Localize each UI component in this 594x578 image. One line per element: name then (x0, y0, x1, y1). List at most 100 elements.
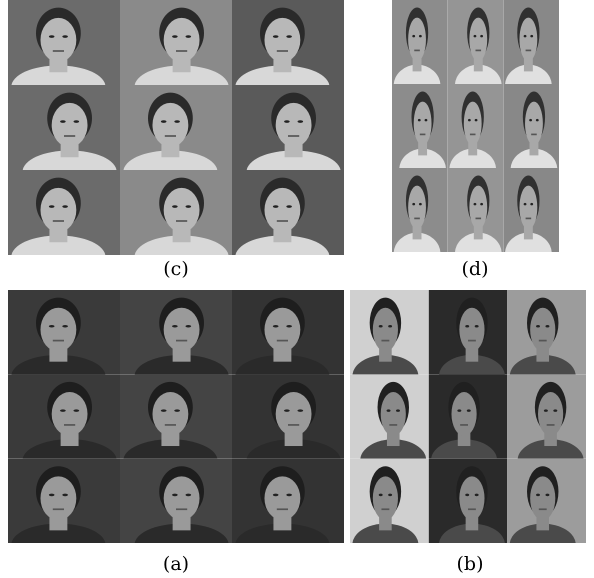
face (164, 308, 200, 352)
eye (286, 35, 292, 38)
face (530, 476, 555, 520)
face (164, 476, 200, 520)
mouth (53, 508, 64, 510)
mouth (288, 135, 299, 137)
face (469, 186, 487, 230)
mouth (53, 50, 64, 52)
mouth (176, 508, 187, 510)
eye (536, 494, 540, 497)
eye (186, 494, 192, 497)
face-photo (120, 459, 232, 566)
face (451, 392, 476, 436)
face (538, 392, 563, 436)
eye (298, 120, 304, 123)
face (40, 308, 76, 352)
mouth (176, 220, 187, 222)
mouth (64, 424, 75, 426)
eye (284, 409, 290, 412)
image-grids (8, 0, 586, 566)
mouth (468, 508, 476, 510)
panel-label: (b) (457, 553, 484, 575)
eye (536, 119, 539, 122)
eye (286, 494, 292, 497)
face-photo (350, 459, 429, 566)
eye (418, 119, 421, 122)
eye (530, 203, 533, 206)
mouth (288, 424, 299, 426)
eye (273, 494, 279, 497)
eye (465, 325, 469, 328)
eye (286, 325, 292, 328)
photo-content (232, 459, 344, 566)
mouth (381, 508, 389, 510)
eye (465, 494, 469, 497)
eye (425, 119, 428, 122)
eye (412, 35, 415, 38)
mouth (381, 340, 389, 342)
eye (474, 203, 477, 206)
face (414, 102, 432, 146)
face (152, 103, 188, 147)
mouth (460, 424, 468, 426)
eye (480, 35, 483, 38)
mouth (470, 134, 476, 136)
face (264, 188, 300, 232)
eye (545, 325, 549, 328)
photo-content (120, 459, 232, 566)
mouth (547, 424, 555, 426)
face (276, 392, 312, 436)
mouth (389, 424, 397, 426)
eye (284, 120, 290, 123)
face (464, 102, 482, 146)
eye (553, 409, 557, 412)
face (530, 308, 555, 352)
eye (298, 409, 304, 412)
photo-content (392, 168, 448, 275)
face-photo (392, 168, 448, 275)
eye (174, 120, 180, 123)
face-photo (429, 459, 508, 566)
eye (60, 409, 66, 412)
eye (536, 325, 540, 328)
eye (379, 325, 383, 328)
face-photo (8, 459, 120, 566)
mouth (468, 340, 476, 342)
face (373, 476, 398, 520)
eye (396, 409, 400, 412)
eye (74, 120, 80, 123)
mouth (277, 50, 288, 52)
photo-content (8, 459, 120, 566)
eye (419, 35, 422, 38)
face (459, 308, 484, 352)
mouth (539, 508, 547, 510)
eye (475, 325, 479, 328)
photo-content (507, 459, 586, 566)
face (40, 476, 76, 520)
face (373, 308, 398, 352)
eye (412, 203, 415, 206)
face (408, 18, 426, 62)
face (469, 18, 487, 62)
panel-label: (d) (462, 258, 489, 280)
eye (49, 494, 55, 497)
mouth (539, 340, 547, 342)
eye (286, 205, 292, 208)
mouth (414, 50, 420, 52)
eye (388, 494, 392, 497)
eye (480, 203, 483, 206)
eye (62, 205, 68, 208)
photo-content (232, 170, 344, 278)
eye (172, 205, 178, 208)
mouth (176, 340, 187, 342)
figure: (c) (d) (a) (b) (0, 0, 594, 578)
face (52, 392, 88, 436)
eye (161, 409, 167, 412)
eye (529, 119, 532, 122)
mouth (526, 218, 532, 220)
face (264, 18, 300, 62)
face (264, 308, 300, 352)
eye (60, 120, 66, 123)
eye (474, 35, 477, 38)
eye (161, 120, 167, 123)
eye (475, 119, 478, 122)
